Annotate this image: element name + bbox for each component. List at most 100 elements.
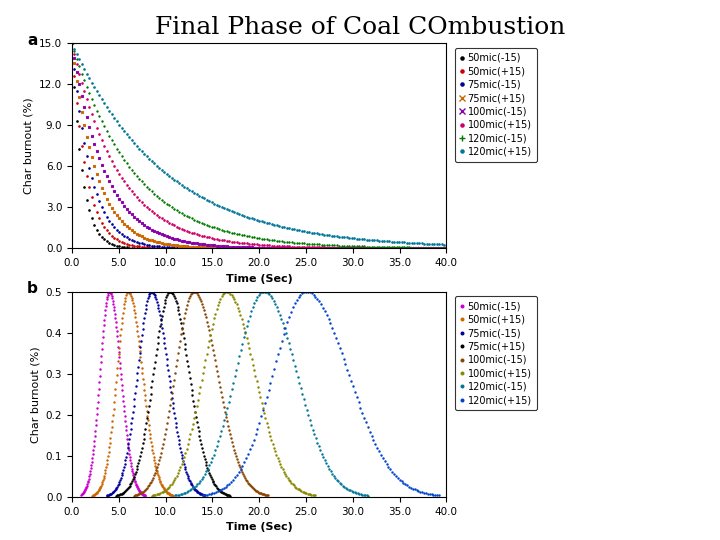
75mic(-15) <box>68 40 76 46</box>
120mic(+15) <box>215 202 224 209</box>
120mic(-15) <box>68 40 76 46</box>
75mic(+15) <box>190 244 199 250</box>
50mic(-15) <box>262 245 271 252</box>
120mic(-15) <box>325 242 333 248</box>
Text: Final Phase of Coal COmbustion: Final Phase of Coal COmbustion <box>155 16 565 39</box>
50mic(+15) <box>124 288 132 295</box>
50mic(-15) <box>133 485 142 491</box>
50mic(+15) <box>168 492 177 499</box>
100mic(-15) <box>325 245 333 252</box>
Line: 75mic(+15): 75mic(+15) <box>71 42 445 249</box>
50mic(-15) <box>325 245 333 252</box>
100mic(-15) <box>68 40 76 46</box>
75mic(+15) <box>178 325 186 331</box>
50mic(+15) <box>110 399 119 406</box>
50mic(+15) <box>148 447 156 453</box>
120mic(+15) <box>375 238 384 244</box>
75mic(-15) <box>181 469 190 475</box>
100mic(+15) <box>375 245 384 251</box>
50mic(-15) <box>277 245 286 252</box>
75mic(+15) <box>440 245 449 252</box>
Legend: 50mic(-15), 50mic(+15), 75mic(-15), 75mic(+15), 100mic(-15), 100mic(+15), 120mic: 50mic(-15), 50mic(+15), 75mic(-15), 75mi… <box>455 48 536 161</box>
50mic(-15) <box>440 245 449 252</box>
120mic(-15) <box>259 288 268 295</box>
50mic(+15) <box>190 245 199 252</box>
50mic(+15) <box>68 40 76 46</box>
100mic(-15) <box>246 483 255 490</box>
75mic(+15) <box>112 492 121 499</box>
120mic(+15) <box>199 492 207 498</box>
75mic(-15) <box>375 245 384 252</box>
Line: 120mic(+15): 120mic(+15) <box>71 42 445 246</box>
75mic(+15) <box>226 492 235 499</box>
100mic(+15) <box>202 350 211 357</box>
100mic(+15) <box>281 471 289 477</box>
100mic(-15) <box>130 492 138 499</box>
100mic(-15) <box>215 242 224 249</box>
120mic(+15) <box>341 361 350 368</box>
75mic(-15) <box>102 492 111 499</box>
75mic(-15) <box>114 480 123 487</box>
Line: 100mic(+15): 100mic(+15) <box>150 291 316 497</box>
120mic(-15) <box>223 405 232 411</box>
75mic(-15) <box>111 487 120 493</box>
Line: 75mic(-15): 75mic(-15) <box>71 42 445 249</box>
Line: 120mic(+15): 120mic(+15) <box>202 291 440 496</box>
100mic(+15) <box>222 288 231 295</box>
50mic(+15) <box>215 245 224 252</box>
100mic(+15) <box>279 468 288 475</box>
X-axis label: Time (Sec): Time (Sec) <box>226 522 292 532</box>
50mic(+15) <box>88 492 96 499</box>
Y-axis label: Char burnout (%): Char burnout (%) <box>24 98 34 194</box>
100mic(-15) <box>189 288 198 295</box>
120mic(-15) <box>215 226 224 232</box>
Line: 50mic(-15): 50mic(-15) <box>81 291 146 497</box>
75mic(+15) <box>68 40 76 46</box>
120mic(-15) <box>262 236 271 242</box>
120mic(-15) <box>171 492 179 498</box>
75mic(-15) <box>190 245 199 251</box>
120mic(+15) <box>399 480 408 486</box>
75mic(+15) <box>277 245 286 252</box>
100mic(+15) <box>197 377 206 383</box>
75mic(-15) <box>215 245 224 252</box>
120mic(+15) <box>338 350 346 356</box>
100mic(-15) <box>161 431 169 437</box>
120mic(-15) <box>253 294 261 300</box>
50mic(-15) <box>215 245 224 252</box>
50mic(+15) <box>130 310 139 316</box>
100mic(+15) <box>190 230 199 237</box>
75mic(-15) <box>135 350 144 357</box>
50mic(-15) <box>68 40 76 46</box>
Line: 100mic(-15): 100mic(-15) <box>71 42 445 249</box>
75mic(+15) <box>325 245 333 252</box>
120mic(-15) <box>273 304 282 310</box>
100mic(-15) <box>190 240 199 246</box>
50mic(+15) <box>375 245 384 252</box>
120mic(+15) <box>210 489 219 496</box>
Line: 75mic(+15): 75mic(+15) <box>115 291 231 497</box>
100mic(+15) <box>167 481 176 487</box>
120mic(-15) <box>315 443 323 450</box>
50mic(-15) <box>190 245 199 252</box>
100mic(+15) <box>161 487 170 493</box>
120mic(+15) <box>190 190 199 196</box>
75mic(-15) <box>148 288 156 295</box>
75mic(+15) <box>117 491 125 497</box>
Line: 100mic(-15): 100mic(-15) <box>133 291 269 497</box>
X-axis label: Time (Sec): Time (Sec) <box>226 274 292 284</box>
100mic(+15) <box>311 492 320 498</box>
100mic(-15) <box>440 245 449 252</box>
Line: 100mic(+15): 100mic(+15) <box>71 42 445 249</box>
50mic(-15) <box>105 288 114 295</box>
75mic(+15) <box>166 288 175 295</box>
120mic(+15) <box>440 241 449 248</box>
Line: 50mic(+15): 50mic(+15) <box>91 291 174 497</box>
75mic(-15) <box>440 245 449 252</box>
120mic(-15) <box>440 245 449 251</box>
Line: 50mic(+15): 50mic(+15) <box>71 42 445 249</box>
120mic(+15) <box>351 389 359 395</box>
50mic(-15) <box>80 488 89 495</box>
75mic(-15) <box>325 245 333 252</box>
50mic(-15) <box>128 468 137 474</box>
